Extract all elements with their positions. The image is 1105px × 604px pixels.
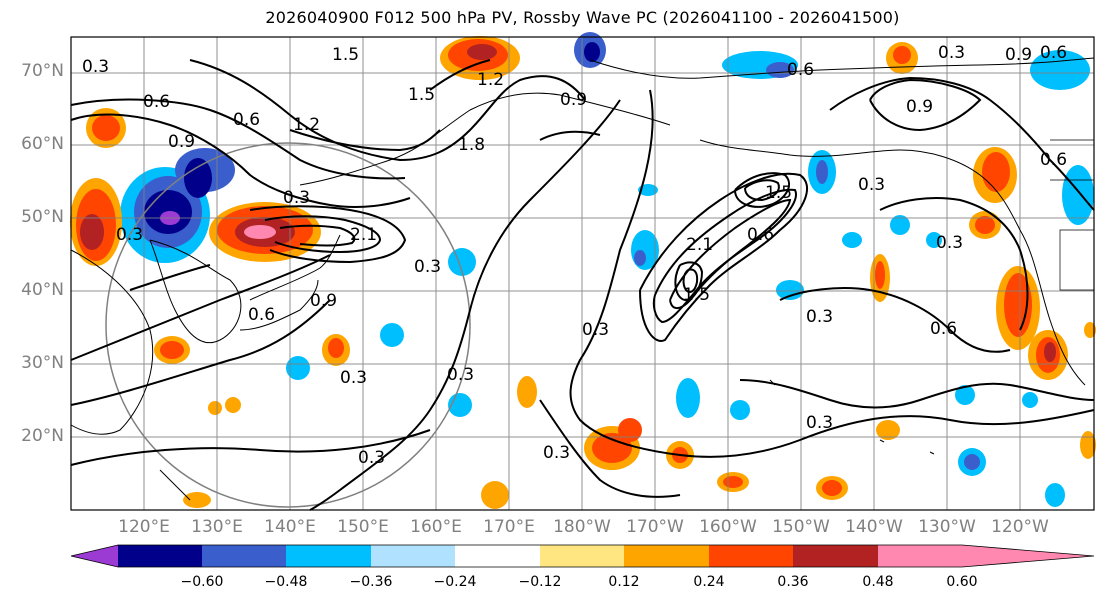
contour-label-0.9e: 0.9: [310, 291, 337, 311]
lat-label-20n: 20°N: [21, 426, 64, 446]
colorbar-tick-5: −0.12: [518, 574, 562, 590]
region-circle: [105, 142, 471, 508]
contour-label-0.3n: 0.3: [82, 57, 109, 77]
lon-label-170w: 170°W: [626, 517, 684, 537]
contour-label-0.3h: 0.3: [447, 365, 474, 385]
contour-label-0.6b: 0.6: [233, 110, 260, 130]
contour-label-0.9b: 0.9: [560, 90, 587, 110]
contour-label-1.5d: 1.5: [683, 285, 710, 305]
colorbar-swatch-4: [371, 545, 455, 567]
colorbar: [70, 544, 1095, 568]
colorbar-extend-max: [962, 545, 1094, 567]
lon-label-130e: 130°E: [191, 517, 243, 537]
colorbar-swatch-1: [118, 545, 202, 567]
lat-label-60n: 60°N: [21, 134, 64, 154]
lon-label-120w: 120°W: [991, 517, 1049, 537]
contour-label-0.3l: 0.3: [116, 225, 143, 245]
contour-label-2.1: 2.1: [686, 235, 713, 255]
lat-label-30n: 30°N: [21, 353, 64, 373]
contour-label-0.9c: 0.9: [1005, 45, 1032, 65]
colorbar-swatch-10: [878, 545, 962, 567]
lon-label-140e: 140°E: [264, 517, 316, 537]
contour-label-0.3f: 0.3: [806, 413, 833, 433]
colorbar-tick-3: −0.36: [349, 574, 393, 590]
lon-label-180w: 180°W: [553, 517, 611, 537]
contour-label-0.3g: 0.3: [543, 443, 570, 463]
colorbar-swatch-3: [286, 545, 371, 567]
coastlines: [70, 57, 1095, 501]
lon-label-120e: 120°E: [118, 517, 170, 537]
colorbar-swatch-8: [709, 545, 793, 567]
contour-label-0.3c: 0.3: [936, 233, 963, 253]
contour-label-1.5b: 1.5: [408, 85, 435, 105]
positive-anomaly-japan: [209, 202, 321, 262]
lat-label-40n: 40°N: [21, 280, 64, 300]
lon-label-150w: 150°W: [772, 517, 830, 537]
contour-label-0.3b: 0.3: [858, 175, 885, 195]
map-title: 2026040900 F012 500 hPa PV, Rossby Wave …: [265, 8, 900, 27]
lon-label-160w: 160°W: [699, 517, 757, 537]
colorbar-swatch-2: [202, 545, 286, 567]
contour-label-0.6e: 0.6: [1040, 150, 1067, 170]
contour-label-0.9: 0.9: [168, 132, 195, 152]
colorbar-tick-1: −0.60: [180, 574, 224, 590]
contour-label-1.8: 1.8: [458, 135, 485, 155]
contour-label-0.6c: 0.6: [787, 60, 814, 80]
pv-contours: [70, 59, 1095, 511]
positive-anomaly-north: [440, 36, 520, 80]
colorbar-tick-2: −0.48: [264, 574, 308, 590]
colorbar-swatch-7: [624, 545, 709, 567]
lat-label-70n: 70°N: [21, 61, 64, 81]
lon-label-130w: 130°W: [918, 517, 976, 537]
colorbar-tick-7: 0.24: [693, 574, 725, 590]
contour-label-0.3: 0.3: [938, 43, 965, 63]
negative-anomaly-east-asia: [120, 148, 235, 263]
contour-label-0.3k: 0.3: [414, 257, 441, 277]
positive-anomaly-west: [70, 108, 126, 266]
contour-label-0.3e: 0.3: [582, 320, 609, 340]
colorbar-tick-6: 0.12: [608, 574, 640, 590]
contour-label-0.3d: 0.3: [806, 307, 833, 327]
contour-label-2.1b: 2.1: [350, 225, 377, 245]
contour-label-0.6f: 0.6: [747, 225, 774, 245]
colorbar-tick-10: 0.60: [946, 574, 978, 590]
lon-label-160e: 160°E: [410, 517, 462, 537]
colorbar-extend-min: [71, 545, 118, 567]
map-frame: [70, 36, 1095, 511]
contour-label-0.6h: 0.6: [248, 305, 275, 325]
contour-label-0.3i: 0.3: [358, 448, 385, 468]
colorbar-swatch-5: [455, 545, 540, 567]
contour-label-1.2: 1.2: [293, 115, 320, 135]
contour-label-1.5c: 1.5: [765, 183, 792, 203]
lon-label-170e: 170°E: [483, 517, 535, 537]
colorbar-tick-4: −0.24: [433, 574, 477, 590]
contour-label-group: 0.6 0.9 0.6 1.2 1.5 1.5 1.2 0.9 0.6 0.3 …: [82, 43, 1067, 468]
contour-label-1.2b: 1.2: [477, 70, 504, 90]
colorbar-tick-9: 0.48: [862, 574, 894, 590]
colorbar-swatch-9: [793, 545, 878, 567]
colorbar-swatch-6: [540, 545, 624, 567]
contour-label-0.3j: 0.3: [340, 368, 367, 388]
contour-label-0.3m: 0.3: [283, 188, 310, 208]
lon-label-150e: 150°E: [337, 517, 389, 537]
contour-label-0.6g: 0.6: [930, 319, 957, 339]
lat-label-50n: 50°N: [21, 207, 64, 227]
contour-label-0.6: 0.6: [143, 92, 170, 112]
contour-label-1.5: 1.5: [332, 45, 359, 65]
lon-label-140w: 140°W: [845, 517, 903, 537]
colorbar-tick-8: 0.36: [777, 574, 809, 590]
contour-label-0.6d: 0.6: [1040, 43, 1067, 63]
contour-label-0.9d: 0.9: [906, 97, 933, 117]
